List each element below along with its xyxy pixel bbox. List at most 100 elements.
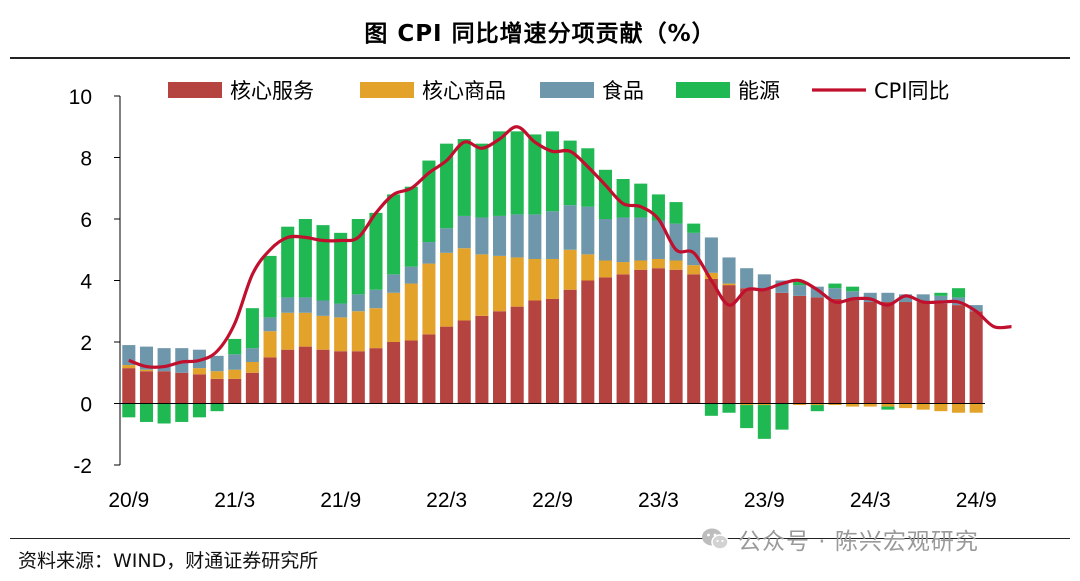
bar-services [881,302,895,404]
bar-services [210,378,224,404]
source-note: 资料来源：WIND，财通证券研究所 [18,550,319,572]
bar-energy [175,403,189,422]
bar-food [281,297,295,313]
bar-energy [334,232,348,304]
bar-goods [351,311,365,352]
bar-energy [369,212,383,290]
cpi-contribution-chart: -2 0 2 4 6 8 10 20/9 21/3 21/9 22/3 22/9 23/3 23/9 24/… [69,79,1012,512]
legend-swatch-services [168,82,222,98]
bar-energy [951,288,966,298]
bar-food [846,291,860,301]
bar-energy [616,179,630,218]
bar-goods [881,403,895,407]
bar-energy [263,255,277,318]
bar-goods [634,260,648,270]
bar-food [722,257,736,284]
bar-services [245,372,259,404]
legend: 核心服务 核心商品 食品 能源 CPI同比 [168,79,950,103]
bar-food [228,354,242,370]
bar-food [704,237,718,273]
bar-goods [387,292,401,342]
bar-services [440,326,454,404]
bar-food [598,219,612,261]
bar-services [493,311,507,404]
legend-label-goods: 核心商品 [422,79,506,103]
bar-goods [722,283,736,286]
bar-services [651,268,665,404]
legend-label-cpi: CPI同比 [874,79,950,103]
y-tick-label: -2 [73,455,92,478]
bar-goods [846,403,860,407]
bar-food [263,317,277,332]
bar-food [881,292,895,303]
bar-services [934,303,948,404]
title-divider [10,57,1070,59]
bar-services [387,342,401,404]
bar-food [916,294,930,303]
bar-food [545,211,560,259]
bar-energy [475,143,489,218]
bar-food [493,215,507,256]
bar-goods [687,265,701,275]
bar-services [704,278,718,404]
bar-goods [863,403,877,407]
bar-energy [793,282,807,286]
wechat-icon [702,528,729,550]
bar-energy [157,403,171,424]
legend-swatch-energy [676,82,730,98]
bar-goods [740,403,754,406]
bar-services [740,288,754,404]
bar-services [722,285,736,404]
bar-food [404,266,418,284]
legend-label-food: 食品 [602,79,644,103]
bar-energy [545,131,560,212]
legend-label-services: 核心服务 [230,79,314,103]
bar-food [810,286,824,298]
bar-goods [757,403,771,406]
bar-goods [298,312,312,347]
bar-food [475,217,489,255]
bar-services [846,300,860,404]
bar-energy [563,140,577,206]
bar-energy [669,202,683,224]
bar-services [545,298,560,404]
bar-services [687,274,701,404]
bar-services [175,372,189,404]
bar-food [245,348,259,362]
bar-services [510,306,524,404]
bar-services [828,298,842,404]
bar-goods [899,403,913,409]
bar-services [122,368,136,404]
bar-goods [651,258,665,269]
bar-services [422,334,436,404]
bar-goods [528,258,542,301]
bar-energy [757,405,771,439]
bar-energy [581,148,595,207]
y-tick-label: 10 [69,86,92,109]
bar-food [563,205,577,250]
bar-energy [245,308,259,349]
bar-food [298,297,312,313]
bar-goods [475,254,489,316]
bar-energy [493,131,507,216]
bar-services [157,371,171,404]
bar-services [351,351,365,404]
bar-services [528,300,542,404]
bar-goods [245,361,259,373]
bar-food [969,305,983,312]
bar-goods [440,252,454,327]
bar-energy [846,286,860,292]
bar-services [404,340,418,404]
x-tick-label: 23/3 [638,489,679,512]
bar-services [775,292,789,404]
bar-energy [704,403,718,416]
cpi-line [128,125,1012,369]
bar-goods [228,369,242,379]
bar-food [316,300,330,316]
bar-services [916,302,930,404]
bar-services [298,346,312,404]
bar-energy [828,283,842,289]
bar-energy [228,338,242,355]
footer-divider [10,538,1070,539]
bar-energy [687,223,701,233]
